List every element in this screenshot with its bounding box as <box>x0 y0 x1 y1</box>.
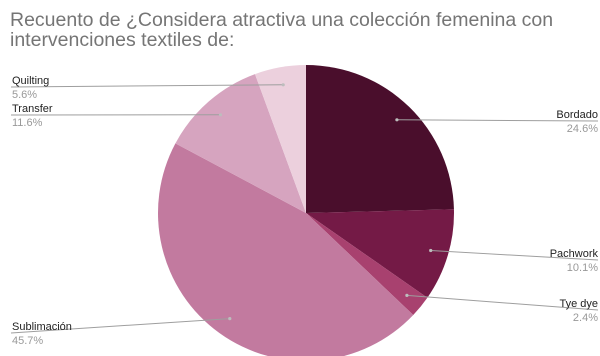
pie-slice-sublimacion <box>158 143 414 356</box>
slice-label-bordado: Bordado <box>556 109 598 121</box>
pie-slice-bordado <box>306 65 454 213</box>
leader-dot-bordado <box>395 118 399 122</box>
leader-dot-pachwork <box>429 248 433 253</box>
leader-line-quilting <box>10 84 284 88</box>
leader-line-bordado <box>396 119 599 122</box>
leader-dot-sublimacion <box>228 317 232 321</box>
chart-title: Recuento de ¿Considera atractiva una col… <box>10 9 554 51</box>
leader-dot-quilting <box>281 83 285 87</box>
slice-label-tye-dye: Tye dye <box>559 298 598 310</box>
leader-line-tye-dye <box>406 294 599 311</box>
slice-percent-pachwork: 10.1% <box>567 262 598 274</box>
slice-label-sublimacion: Sublimación <box>12 321 72 333</box>
slice-label-transfer: Transfer <box>12 103 53 115</box>
slice-percent-transfer: 11.6% <box>12 117 43 129</box>
leader-line-pachwork <box>430 250 599 261</box>
leader-line-sublimacion <box>10 318 230 334</box>
slice-label-pachwork: Pachwork <box>550 248 599 260</box>
slice-percent-bordado: 24.6% <box>567 123 598 135</box>
pie-slice-pachwork <box>306 209 454 298</box>
leader-dot-tye-dye <box>405 293 409 297</box>
slice-percent-quilting: 5.6% <box>12 89 37 101</box>
slice-label-quilting: Quilting <box>12 75 49 87</box>
slice-percent-sublimacion: 45.7% <box>12 335 43 347</box>
pie-slice-quilting <box>254 65 306 213</box>
slice-percent-tye-dye: 2.4% <box>573 312 598 324</box>
leader-dot-transfer <box>218 113 223 117</box>
pie-slice-tye-dye <box>306 213 428 315</box>
pie-slice-transfer <box>175 74 306 213</box>
